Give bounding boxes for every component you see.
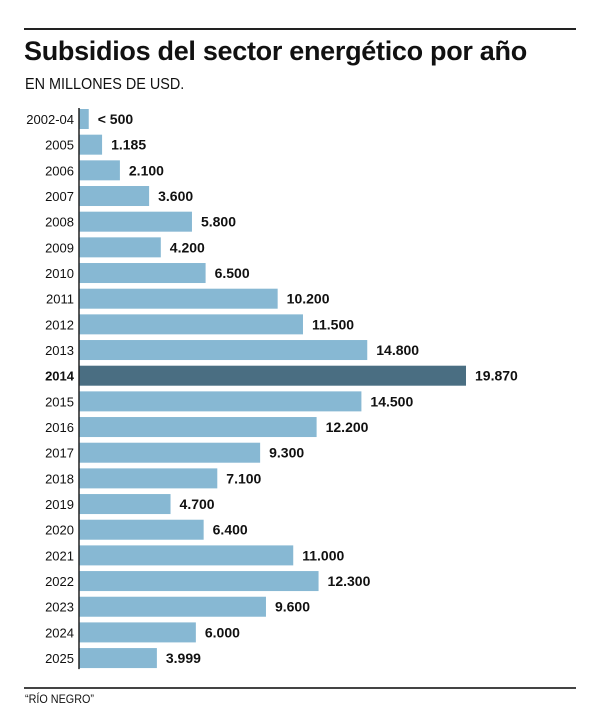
bar-2006 <box>79 160 120 181</box>
value-label: 6.400 <box>213 522 248 538</box>
category-label: 2009 <box>45 240 74 255</box>
category-label: 2018 <box>45 471 74 486</box>
category-label: 2025 <box>45 651 74 666</box>
value-label: 14.500 <box>370 393 413 409</box>
bar-2010 <box>79 263 206 284</box>
bar-2009 <box>79 237 161 258</box>
category-label: 2005 <box>45 138 74 153</box>
bottom-rule <box>24 687 576 689</box>
value-label: 7.100 <box>226 470 261 486</box>
category-label: 2010 <box>45 266 74 281</box>
value-label: 6.500 <box>215 265 250 281</box>
bar-2002-04 <box>79 109 89 129</box>
category-label: 2008 <box>45 215 74 230</box>
chart-subtitle: EN MILLONES DE USD. <box>25 76 185 93</box>
bar-2019 <box>79 494 171 515</box>
value-label: 1.185 <box>111 137 146 153</box>
bar-2008 <box>79 211 192 232</box>
category-label: 2019 <box>45 497 74 512</box>
category-label: 2016 <box>45 420 74 435</box>
value-label: 6.000 <box>205 624 240 640</box>
category-label: 2002-04 <box>26 112 74 127</box>
value-label: < 500 <box>98 111 134 127</box>
value-label: 12.300 <box>328 573 371 589</box>
value-label: 2.100 <box>129 162 164 178</box>
value-label: 5.800 <box>201 214 236 230</box>
bar-2018 <box>79 468 218 489</box>
bar-2012 <box>79 314 303 335</box>
bar-2024 <box>79 622 196 643</box>
bar-2016 <box>79 417 317 438</box>
value-label: 3.600 <box>158 188 193 204</box>
bar-2022 <box>79 571 319 592</box>
bar-2023 <box>79 596 266 617</box>
bar-2025 <box>79 648 157 669</box>
value-label: 4.200 <box>170 239 205 255</box>
bar-2020 <box>79 519 204 540</box>
category-label: 2021 <box>45 548 74 563</box>
category-label: 2006 <box>45 163 74 178</box>
value-label: 12.200 <box>326 419 369 435</box>
category-label: 2020 <box>45 523 74 538</box>
value-label: 3.999 <box>166 650 201 666</box>
bar-2013 <box>79 340 368 361</box>
category-label: 2011 <box>46 292 74 307</box>
bar-2015 <box>79 391 362 412</box>
category-label: 2022 <box>45 574 74 589</box>
value-label: 4.700 <box>180 496 215 512</box>
category-label: 2012 <box>45 317 74 332</box>
bar-2014 <box>79 365 466 386</box>
bar-2007 <box>79 186 150 207</box>
bar-2011 <box>79 288 278 309</box>
value-label: 11.000 <box>302 547 344 563</box>
value-label: 10.200 <box>287 291 330 307</box>
category-label: 2015 <box>45 394 74 409</box>
value-label: 9.600 <box>275 599 310 615</box>
source-credit: “RÍO NEGRO” <box>25 692 95 706</box>
chart-title: Subsidios del sector energético por año <box>24 36 527 66</box>
category-label: 2017 <box>45 446 74 461</box>
value-label: 9.300 <box>269 445 304 461</box>
bar-2005 <box>79 134 103 155</box>
value-label: 14.800 <box>376 342 419 358</box>
bar-2021 <box>79 545 294 566</box>
category-label: 2013 <box>45 343 74 358</box>
value-label: 19.870 <box>475 368 518 384</box>
category-label: 2023 <box>45 600 74 615</box>
category-label: 2024 <box>45 625 74 640</box>
bar-2017 <box>79 442 261 463</box>
top-rule <box>24 28 576 30</box>
value-label: 11.500 <box>312 316 354 332</box>
category-label: 2007 <box>45 189 74 204</box>
category-label: 2014 <box>45 369 75 384</box>
